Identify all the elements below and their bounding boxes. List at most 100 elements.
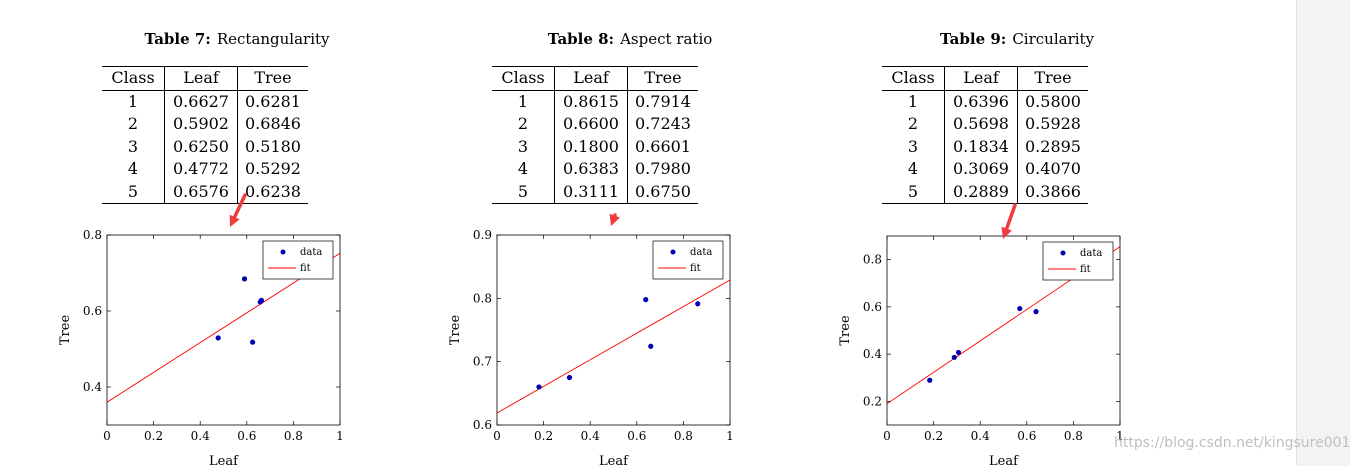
x-tick-label: 1 (336, 429, 344, 443)
table-header-row: Class Leaf Tree (102, 66, 308, 90)
figure-circularity: Table 9: Circularity Class Leaf Tree 1 0.6… (825, 0, 1215, 466)
y-tick-label: 0.6 (83, 304, 102, 318)
x-tick-label: 0.4 (581, 429, 600, 443)
legend-data-label: data (690, 247, 712, 258)
y-axis-label: Tree (838, 315, 853, 346)
x-axis-label: Leaf (599, 454, 629, 466)
legend-box (1042, 241, 1114, 281)
data-point (695, 301, 701, 307)
legend-data-label: data (1080, 248, 1102, 259)
cell-leaf: 0.6600 (554, 113, 628, 136)
legend-data-marker (1060, 250, 1066, 256)
annotation-arrow-shaft (1004, 203, 1017, 231)
figure-rectangularity: Table 7: Rectangularity Class Leaf Tree 1… (45, 0, 435, 466)
x-tick-label: 0.8 (284, 429, 303, 443)
data-point (951, 354, 957, 360)
x-tick-label: 0.2 (144, 429, 163, 443)
cell-class: 3 (492, 135, 555, 158)
x-tick-label: 0 (493, 429, 501, 443)
cell-leaf: 0.5698 (944, 113, 1018, 136)
cell-class: 2 (102, 113, 165, 136)
caption-title: Aspect ratio (620, 30, 713, 48)
annotation-arrow-shaft (232, 193, 247, 219)
table-caption: Table 7: Rectangularity (42, 30, 432, 48)
cell-tree: 0.5180 (245, 136, 301, 156)
x-tick-label: 0.2 (924, 429, 943, 443)
x-tick-label: 1 (726, 429, 734, 443)
cell-tree: 0.2895 (1025, 136, 1081, 156)
x-tick-label: 0 (883, 429, 891, 443)
x-tick-label: 0.2 (534, 429, 553, 443)
cell-leaf: 0.8615 (554, 90, 628, 113)
y-tick-label: 0.8 (473, 291, 492, 305)
cell-leaf: 0.6396 (944, 90, 1018, 113)
plot-frame (106, 234, 341, 426)
table-row: 3 0.6250 0.5180 (102, 135, 308, 158)
cell-class: 4 (492, 158, 555, 181)
data-point (643, 297, 649, 303)
header-tree: Tree (1034, 68, 1072, 87)
cell-tree: 0.5800 (1025, 91, 1081, 111)
scatter-plot: 0 0.2 0.4 0.6 0.8 1 0.4 0.6 0.8 Leaf Tree data fit (58, 193, 344, 466)
cell-class: 5 (492, 180, 555, 204)
caption-number: Table 9: (939, 30, 1007, 48)
x-axis-label: Leaf (989, 454, 1019, 466)
y-tick-label: 0.4 (83, 380, 102, 394)
cell-tree: 0.6601 (635, 136, 691, 156)
watermark: https://blog.csdn.net/kingsure001 (1114, 435, 1350, 451)
table-row: 1 0.6627 0.6281 (102, 90, 308, 113)
cell-class: 2 (492, 113, 555, 136)
cell-class: 1 (492, 90, 555, 113)
cell-tree: 0.6846 (245, 114, 301, 133)
cell-tree: 0.7914 (635, 91, 691, 111)
table-row: 4 0.3069 0.4070 (882, 158, 1088, 181)
x-tick-label: 0.8 (674, 429, 693, 443)
cell-class: 5 (882, 180, 945, 204)
caption-number: Table 8: (547, 30, 615, 48)
x-tick-label: 0.4 (191, 429, 210, 443)
cell-tree: 0.7243 (635, 114, 691, 133)
x-tick-label: 0.4 (971, 429, 990, 443)
cell-tree: 0.6281 (245, 91, 301, 111)
y-tick-label: 0.6 (863, 300, 882, 314)
x-axis-label: Leaf (209, 454, 239, 466)
annotation-arrow-head (229, 214, 240, 227)
cell-leaf: 0.1834 (944, 135, 1018, 158)
legend-data-label: data (300, 247, 322, 258)
header-leaf: Leaf (164, 66, 238, 90)
table-row: 4 0.6383 0.7980 (492, 158, 698, 181)
table-row: 3 0.1834 0.2895 (882, 135, 1088, 158)
scatter-plot: 0 0.2 0.4 0.6 0.8 1 0.2 0.4 0.6 0.8 Leaf Tree data fi… (838, 203, 1124, 466)
header-tree: Tree (644, 68, 682, 87)
cell-class: 3 (882, 135, 945, 158)
data-table: Class Leaf Tree 1 0.8615 0.7914 2 0.6600 0.7… (492, 66, 698, 204)
x-tick-label: 0.8 (1064, 429, 1083, 443)
x-tick-label: 0.6 (627, 429, 646, 443)
data-point (257, 299, 263, 305)
cell-leaf: 0.5902 (164, 113, 238, 136)
table-row: 5 0.3111 0.6750 (492, 180, 698, 204)
table-header-row: Class Leaf Tree (882, 66, 1088, 90)
data-point (250, 339, 256, 345)
x-tick-label: 0 (103, 429, 111, 443)
header-class: Class (492, 66, 555, 90)
table-caption: Table 8: Aspect ratio (435, 30, 825, 48)
cell-leaf: 0.6383 (554, 158, 628, 181)
cell-leaf: 0.4772 (164, 158, 238, 181)
table-row: 3 0.1800 0.6601 (492, 135, 698, 158)
legend-fit-label: fit (690, 263, 701, 274)
data-point (955, 349, 962, 356)
cell-class: 3 (102, 135, 165, 158)
cell-class: 1 (102, 90, 165, 113)
y-tick-label: 0.2 (863, 394, 882, 408)
cell-tree: 0.6238 (245, 181, 301, 201)
annotation-arrow-head (609, 213, 620, 226)
y-tick-label: 0.7 (473, 355, 492, 369)
data-point (1017, 305, 1023, 312)
annotation-arrow-head (1001, 226, 1012, 239)
right-sidebar-panel (1296, 0, 1350, 466)
cell-class: 5 (102, 180, 165, 204)
y-tick-label: 0.6 (473, 418, 492, 432)
x-tick-label: 0.6 (1017, 429, 1036, 443)
table-row: 2 0.5902 0.6846 (102, 113, 308, 136)
